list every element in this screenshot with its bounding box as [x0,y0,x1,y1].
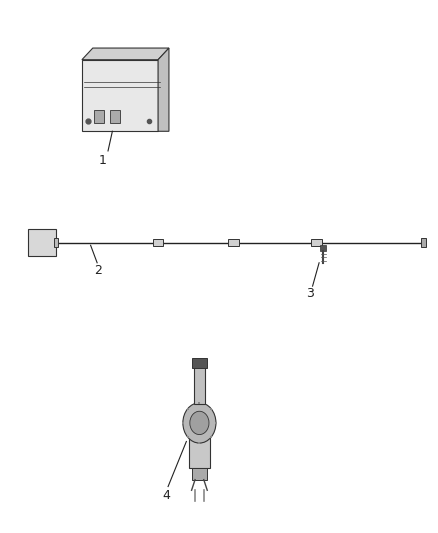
Polygon shape [228,239,239,246]
Polygon shape [110,110,120,123]
Polygon shape [82,60,158,131]
Text: 2: 2 [94,264,102,277]
Polygon shape [191,358,207,368]
Polygon shape [188,425,210,468]
Polygon shape [194,365,205,405]
Polygon shape [191,468,207,480]
Polygon shape [28,229,56,256]
Polygon shape [82,48,169,60]
Polygon shape [158,48,169,131]
Polygon shape [53,238,58,247]
Polygon shape [153,239,163,246]
Text: 1: 1 [99,154,107,167]
Circle shape [183,403,216,443]
Text: 4: 4 [162,489,170,502]
Circle shape [190,411,209,434]
Polygon shape [311,239,322,246]
Text: 3: 3 [306,287,314,300]
Polygon shape [94,110,104,123]
Polygon shape [421,238,426,247]
